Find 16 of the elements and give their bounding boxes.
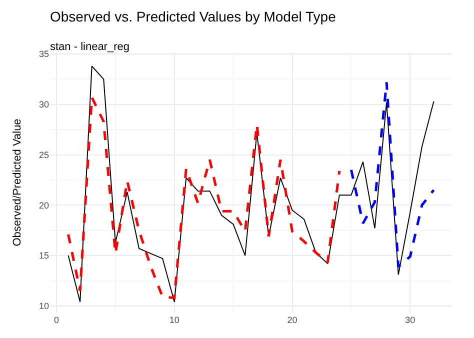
y-tick-label: 20 (38, 200, 49, 210)
y-tick-label: 35 (38, 49, 49, 60)
chart-title: Observed vs. Predicted Values by Model Type (50, 8, 336, 25)
x-tick-label: 20 (287, 315, 298, 325)
y-tick-label: 15 (38, 250, 49, 261)
x-tick-label: 10 (169, 315, 180, 325)
line-series (350, 80, 435, 268)
chart-subtitle: stan - linear_reg (50, 40, 130, 53)
y-tick-label: 30 (38, 100, 49, 110)
x-tick-label: 0 (54, 315, 59, 325)
line-series (68, 66, 434, 302)
x-tick-label: 30 (405, 315, 416, 325)
y-tick-label: 25 (38, 150, 49, 160)
y-axis-title: Observed/Predicted Value (12, 118, 24, 246)
y-tick-label: 10 (38, 301, 49, 312)
line-series (67, 96, 341, 300)
